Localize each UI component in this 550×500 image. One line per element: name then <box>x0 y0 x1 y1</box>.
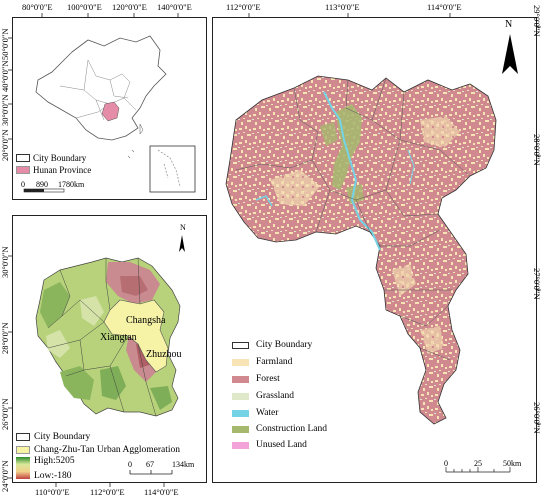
elevation-scale-0: 0 <box>128 460 132 469</box>
elevation-lon-110: 110°0'0"E <box>35 487 70 497</box>
landuse-legend-unused: Unused Land <box>232 440 307 450</box>
locator-legend-city-boundary: City Boundary <box>16 153 86 163</box>
landuse-legend-water: Water <box>232 408 278 418</box>
locator-scale-1780: 1780km <box>58 180 85 189</box>
landuse-legend-forest: Forest <box>232 374 280 384</box>
elevation-legend-city-boundary: City Boundary <box>16 432 90 442</box>
landuse-lon-114: 114°0'0"E <box>427 2 462 12</box>
city-label-zhuzhou: Zhuzhou <box>146 349 182 360</box>
landuse-lon-112: 112°0'0"E <box>226 2 261 12</box>
city-label-xiangtan: Xiangtan <box>100 332 137 343</box>
lon-tick-140: 140°0'0"E <box>157 2 192 12</box>
elevation-legend-high: High:5205 <box>16 456 75 479</box>
elevation-legend-low: Low:-180 <box>34 471 72 481</box>
elevation-legend-agglomeration: Chang-Zhu-Tan Urban Agglomeration <box>16 445 180 455</box>
elevation-north-label: N <box>180 223 186 232</box>
hunan-province-shape <box>101 101 120 122</box>
locator-legend-province: Hunan Province <box>16 165 91 175</box>
elevation-lon-114: 114°0'0"E <box>144 487 179 497</box>
lon-tick-120: 120°0'0"E <box>112 2 147 12</box>
landuse-legend-construction: Construction Land <box>232 424 327 434</box>
landuse-lat-28: 28°0'0"N <box>532 134 542 166</box>
landuse-legend-farmland: Farmland <box>232 357 292 367</box>
locator-scale-890: 890 <box>36 180 48 189</box>
elevation-scale-67: 67 <box>146 460 154 469</box>
landuse-scale-50: 50km <box>503 459 522 468</box>
landuse-lat-26: 26°0'0"N <box>532 402 542 434</box>
lon-tick-80: 80°0'0"E <box>22 2 53 12</box>
landuse-scale-0: 0 <box>444 459 448 468</box>
agglomeration-area <box>103 299 169 373</box>
landuse-lat-29: 29°0'0"N <box>532 5 542 37</box>
landuse-legend-grassland: Grassland <box>232 391 294 401</box>
city-label-changsha: Changsha <box>126 315 166 326</box>
landuse-north-label: N <box>505 19 513 30</box>
locator-scale-0: 0 <box>21 180 25 189</box>
landuse-lon-113: 113°0'0"E <box>325 2 360 12</box>
elevation-lon-112: 112°0'0"E <box>90 487 125 497</box>
landuse-lat-27: 27°0'0"N <box>532 268 542 300</box>
lon-tick-100: 100°0'0"E <box>67 2 102 12</box>
elevation-scale-134: 134km <box>172 460 195 469</box>
landuse-legend-city-boundary: City Boundary <box>232 340 312 350</box>
landuse-scale-25: 25 <box>474 459 482 468</box>
